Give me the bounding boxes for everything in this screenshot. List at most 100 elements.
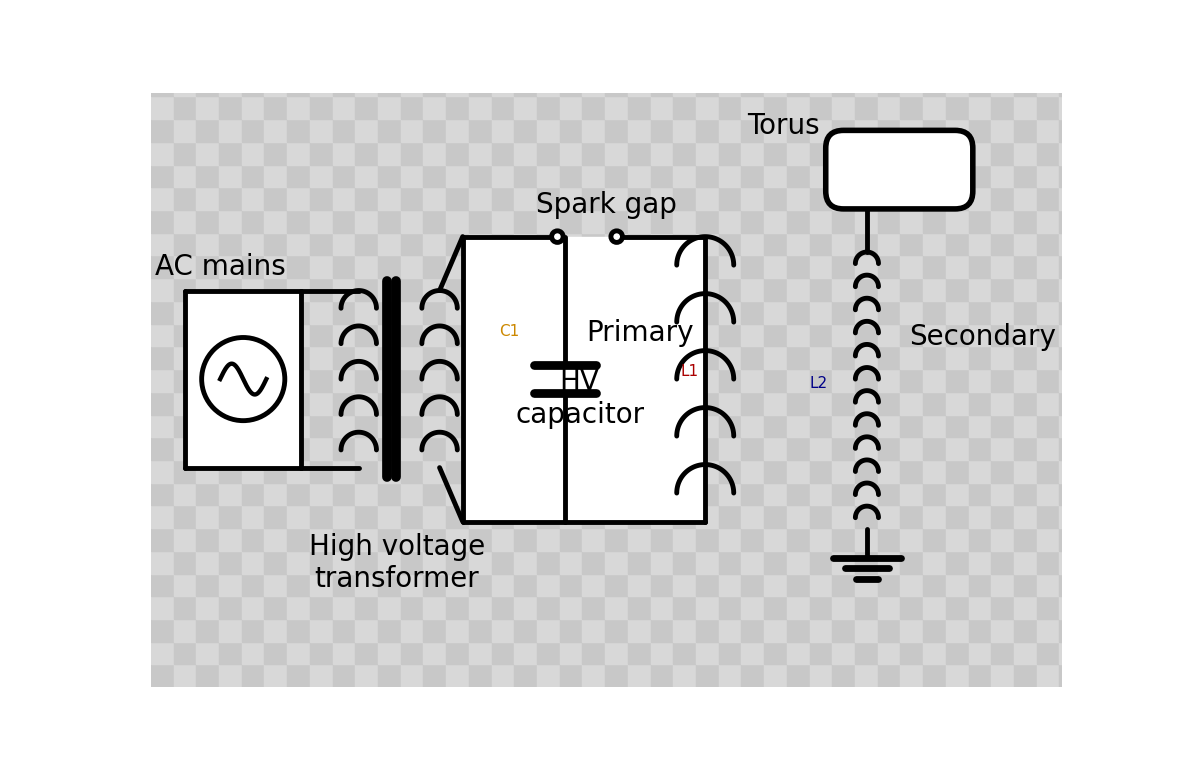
Bar xyxy=(310,550,332,574)
Bar xyxy=(673,619,696,642)
Bar xyxy=(855,188,878,210)
Bar xyxy=(923,74,946,96)
Bar xyxy=(468,323,492,347)
Bar xyxy=(855,506,878,528)
Bar xyxy=(651,301,673,323)
Bar xyxy=(379,528,401,550)
Bar xyxy=(969,369,991,391)
Bar xyxy=(991,188,1014,210)
Bar xyxy=(946,574,969,596)
Bar xyxy=(651,210,673,233)
Bar xyxy=(379,619,401,642)
Bar xyxy=(900,506,923,528)
Bar xyxy=(401,256,424,278)
Bar xyxy=(764,278,787,301)
Bar xyxy=(719,188,742,210)
Bar xyxy=(923,619,946,642)
Bar xyxy=(991,619,1014,642)
Bar xyxy=(424,574,446,596)
Bar xyxy=(833,619,855,642)
Bar xyxy=(468,506,492,528)
Bar xyxy=(174,164,196,188)
Bar xyxy=(332,550,355,574)
Bar xyxy=(150,506,174,528)
Bar xyxy=(673,347,696,369)
Bar xyxy=(582,347,606,369)
Bar xyxy=(1060,391,1082,415)
Bar xyxy=(287,642,310,665)
Bar xyxy=(424,278,446,301)
Bar xyxy=(628,460,651,482)
Bar xyxy=(1060,74,1082,96)
Bar xyxy=(1014,164,1036,188)
Bar xyxy=(265,528,287,550)
Bar xyxy=(241,437,265,460)
Bar xyxy=(969,233,991,256)
Bar xyxy=(310,619,332,642)
Bar xyxy=(174,301,196,323)
Bar xyxy=(673,665,696,687)
Bar xyxy=(809,347,833,369)
Bar xyxy=(241,96,265,119)
Bar xyxy=(1082,301,1105,323)
Bar xyxy=(673,210,696,233)
Bar xyxy=(446,550,468,574)
Bar xyxy=(332,347,355,369)
Bar xyxy=(764,596,787,619)
Bar xyxy=(332,596,355,619)
Bar xyxy=(219,301,241,323)
Bar xyxy=(174,323,196,347)
Bar xyxy=(446,210,468,233)
Bar xyxy=(582,437,606,460)
Bar xyxy=(515,642,537,665)
Bar xyxy=(696,96,719,119)
Bar xyxy=(150,347,174,369)
Bar xyxy=(241,642,265,665)
Bar xyxy=(401,369,424,391)
Bar xyxy=(855,142,878,164)
Bar xyxy=(515,574,537,596)
Bar xyxy=(1082,550,1105,574)
Bar xyxy=(719,369,742,391)
Bar xyxy=(878,619,900,642)
Bar xyxy=(1036,347,1060,369)
Bar xyxy=(265,415,287,437)
Bar xyxy=(241,233,265,256)
Bar xyxy=(468,347,492,369)
Bar xyxy=(355,256,379,278)
Bar xyxy=(582,460,606,482)
Bar xyxy=(537,482,560,506)
Bar xyxy=(310,642,332,665)
Bar xyxy=(696,642,719,665)
Bar xyxy=(628,619,651,642)
Bar xyxy=(673,482,696,506)
Bar xyxy=(628,482,651,506)
Bar xyxy=(492,278,515,301)
Bar xyxy=(764,369,787,391)
Bar xyxy=(310,437,332,460)
Bar xyxy=(515,210,537,233)
Bar xyxy=(582,619,606,642)
Bar xyxy=(446,506,468,528)
Bar xyxy=(310,74,332,96)
Bar xyxy=(833,164,855,188)
Bar xyxy=(742,619,764,642)
Bar xyxy=(332,415,355,437)
Bar xyxy=(537,550,560,574)
Bar xyxy=(900,415,923,437)
Bar xyxy=(878,51,900,74)
Bar xyxy=(446,391,468,415)
Bar xyxy=(1060,233,1082,256)
Bar xyxy=(492,506,515,528)
Bar xyxy=(946,460,969,482)
Bar xyxy=(265,665,287,687)
Bar xyxy=(809,164,833,188)
Bar xyxy=(696,619,719,642)
Text: High voltage
transformer: High voltage transformer xyxy=(309,533,485,594)
Bar xyxy=(719,460,742,482)
Bar xyxy=(606,460,628,482)
Bar xyxy=(468,51,492,74)
Bar xyxy=(809,323,833,347)
Bar xyxy=(560,119,582,142)
Bar xyxy=(355,550,379,574)
